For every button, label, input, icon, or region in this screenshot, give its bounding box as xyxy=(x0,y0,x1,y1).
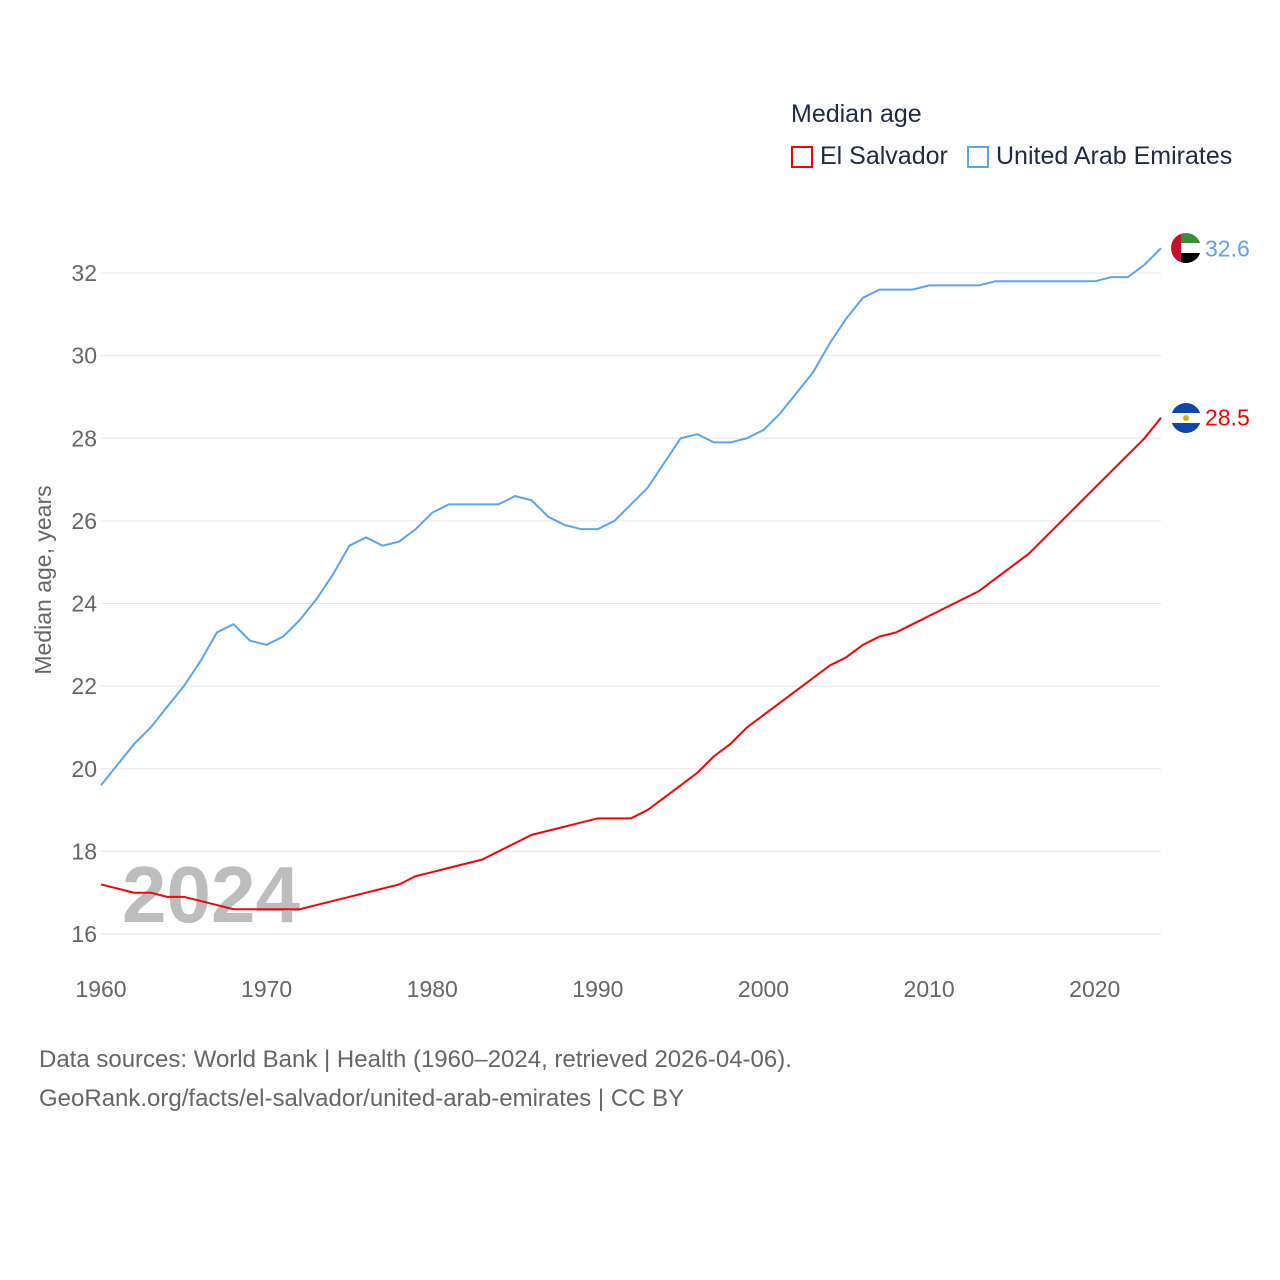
x-tick-label: 1980 xyxy=(407,976,458,1002)
y-tick-label: 32 xyxy=(71,260,97,286)
y-tick-label: 18 xyxy=(71,838,97,864)
y-tick-label: 26 xyxy=(71,508,97,534)
legend-item-el-salvador[interactable]: El Salvador xyxy=(791,142,948,171)
x-tick-label: 2010 xyxy=(904,976,955,1002)
attribution-link[interactable]: GeoRank.org/facts/el-salvador/united-ara… xyxy=(39,1085,685,1112)
uae-flag-icon xyxy=(1171,233,1201,263)
legend-title: Median age xyxy=(791,100,922,128)
y-tick-label: 16 xyxy=(71,921,97,947)
x-tick-label: 1970 xyxy=(241,976,292,1002)
y-axis-label: Median age, years xyxy=(30,485,56,674)
legend-swatch-uae xyxy=(967,145,989,168)
x-tick-label: 2020 xyxy=(1069,976,1120,1002)
el-salvador-flag-icon xyxy=(1171,403,1201,433)
year-watermark: 2024 xyxy=(122,850,300,939)
legend-item-uae[interactable]: United Arab Emirates xyxy=(967,142,1232,171)
y-tick-label: 24 xyxy=(71,591,97,617)
legend-label: El Salvador xyxy=(820,142,948,170)
series-line-el-salvador xyxy=(100,416,1162,911)
end-value-label: 32.6 xyxy=(1205,235,1250,261)
x-tick-label: 1990 xyxy=(572,976,623,1002)
y-tick-label: 30 xyxy=(71,343,97,369)
data-source-text: Data sources: World Bank | Health (1960–… xyxy=(39,1046,792,1073)
y-tick-label: 20 xyxy=(71,756,97,782)
x-tick-label: 2000 xyxy=(738,976,789,1002)
y-tick-label: 28 xyxy=(71,425,97,451)
legend-swatch-el-salvador xyxy=(791,145,813,168)
y-tick-label: 22 xyxy=(71,673,97,699)
end-value-label: 28.5 xyxy=(1205,405,1250,431)
x-tick-label: 1960 xyxy=(75,976,126,1002)
legend-label: United Arab Emirates xyxy=(996,142,1233,170)
series-line-uae xyxy=(100,247,1162,786)
